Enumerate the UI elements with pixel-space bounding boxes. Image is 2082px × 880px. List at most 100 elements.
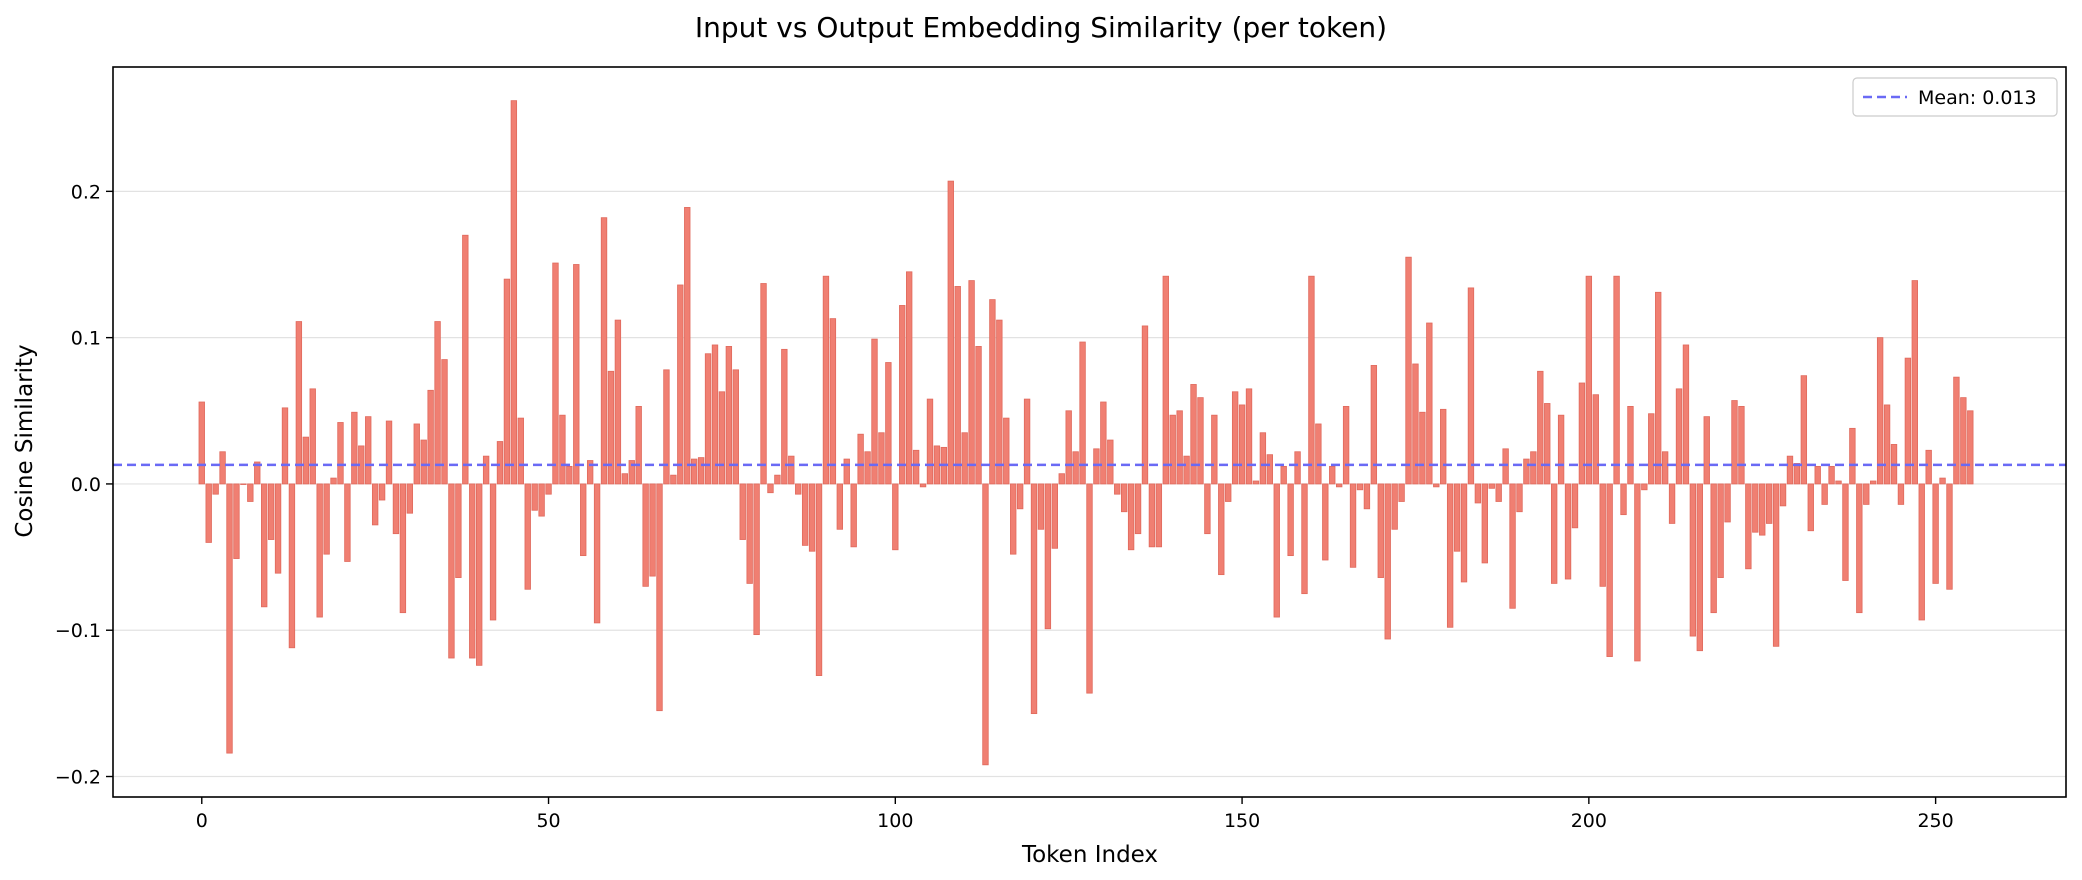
bar <box>1433 483 1440 488</box>
bar <box>1183 455 1190 485</box>
bar <box>1571 483 1579 529</box>
x-tick-label: 50 <box>536 810 560 832</box>
bar <box>337 422 344 485</box>
bar <box>732 369 739 485</box>
bar <box>1141 325 1149 485</box>
bar <box>1488 483 1495 489</box>
bar <box>371 483 379 526</box>
bar <box>677 284 684 485</box>
bar <box>1107 439 1114 485</box>
bar <box>600 217 608 485</box>
bar <box>1821 483 1828 505</box>
bar <box>1065 410 1072 485</box>
bar <box>1717 483 1724 578</box>
bar <box>1564 483 1572 580</box>
bar <box>1606 483 1613 657</box>
y-tick-label: −0.2 <box>55 767 101 789</box>
bar <box>1585 275 1593 485</box>
bar <box>233 483 240 559</box>
bar <box>1446 483 1454 628</box>
bar <box>857 433 864 485</box>
bar <box>642 483 649 587</box>
bar <box>1440 408 1447 485</box>
bar <box>316 483 323 618</box>
x-axis-ticks: 0 50 100 150 200 250 <box>196 797 1954 832</box>
bar <box>1377 483 1384 578</box>
bar <box>808 483 816 552</box>
bar <box>1481 483 1488 564</box>
bar <box>1745 483 1752 570</box>
bar <box>753 483 760 636</box>
bar <box>1800 375 1808 485</box>
bar <box>767 483 774 494</box>
bar <box>462 234 469 485</box>
bar <box>1613 275 1620 485</box>
bar <box>1710 483 1717 614</box>
bar <box>205 483 212 543</box>
bar <box>212 483 219 495</box>
bar <box>1641 483 1648 491</box>
bar <box>281 407 289 485</box>
bar <box>1648 413 1655 485</box>
bar <box>1939 477 1946 485</box>
bar <box>455 483 462 578</box>
bar <box>1093 448 1100 485</box>
bar <box>1682 344 1690 485</box>
bar <box>1828 465 1835 485</box>
bar <box>836 483 844 530</box>
bar <box>1051 483 1058 549</box>
bar <box>739 483 746 540</box>
bar <box>961 432 968 485</box>
bar <box>344 483 351 562</box>
bar <box>1578 382 1586 485</box>
bar <box>448 483 455 659</box>
bar <box>912 449 920 485</box>
bar <box>586 460 594 485</box>
bar <box>697 457 705 485</box>
bar <box>517 417 524 485</box>
bar <box>1037 483 1045 530</box>
bar <box>926 398 934 485</box>
bar <box>538 483 545 517</box>
bar <box>1738 405 1745 485</box>
bar <box>1467 287 1475 485</box>
bar <box>1953 376 1960 485</box>
bar <box>1689 483 1697 637</box>
bar <box>1356 483 1364 491</box>
bar <box>1127 483 1135 551</box>
bar <box>982 483 989 766</box>
bar <box>801 483 809 546</box>
bar <box>1204 483 1211 535</box>
bar <box>1765 483 1773 524</box>
bar <box>274 483 282 574</box>
bar <box>1967 410 1974 485</box>
chart-title: Input vs Output Embedding Similarity (pe… <box>695 11 1387 44</box>
bar <box>524 483 531 590</box>
bar <box>788 455 795 485</box>
bar <box>1876 337 1884 485</box>
bar <box>1301 483 1308 595</box>
bar <box>406 483 414 514</box>
bar <box>288 483 296 649</box>
bar <box>420 439 427 485</box>
bar <box>1342 405 1350 485</box>
bar <box>399 483 407 614</box>
bar <box>628 460 635 485</box>
bar <box>1023 398 1031 485</box>
bar <box>1266 454 1273 485</box>
bar <box>482 455 490 485</box>
bar <box>1814 465 1821 485</box>
bar <box>580 483 587 557</box>
bar <box>1932 483 1939 584</box>
bar <box>378 483 386 501</box>
bar <box>1287 483 1294 557</box>
bar <box>1696 483 1703 652</box>
bar <box>469 483 476 659</box>
y-tick-label: 0.0 <box>71 474 101 496</box>
bar <box>1114 483 1121 495</box>
bar <box>1003 417 1010 485</box>
bar <box>1655 291 1662 485</box>
bar <box>1703 416 1710 485</box>
bar <box>1426 322 1433 485</box>
